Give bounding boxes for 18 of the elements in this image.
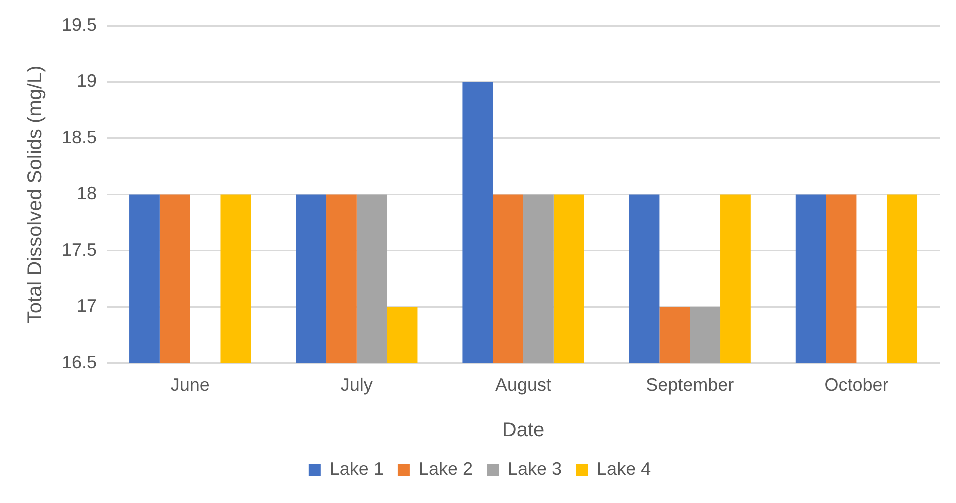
x-tick-label: October (824, 375, 889, 396)
legend-label: Lake 1 (330, 458, 384, 479)
y-tick-label: 19 (77, 71, 98, 92)
x-tick-label: July (340, 375, 373, 396)
legend-label: Lake 2 (418, 458, 474, 479)
x-tick-label: June (170, 375, 210, 396)
y-tick-label: 17.5 (62, 240, 98, 260)
y-tick-label: 18.5 (62, 127, 98, 148)
legend-label: Lake 4 (597, 458, 652, 479)
x-tick-label: September (646, 375, 734, 396)
y-tick-label: 16.5 (62, 352, 98, 372)
y-tick-label: 18 (77, 184, 98, 204)
x-axis-title: Date (502, 420, 545, 442)
legend-label: Lake 3 (508, 458, 562, 479)
y-axis-title: Total Dissolved Solids (mg/L) (24, 66, 47, 324)
y-tick-label: 19.5 (62, 14, 98, 35)
x-tick-label: August (495, 375, 552, 396)
y-tick-label: 17 (77, 296, 98, 316)
